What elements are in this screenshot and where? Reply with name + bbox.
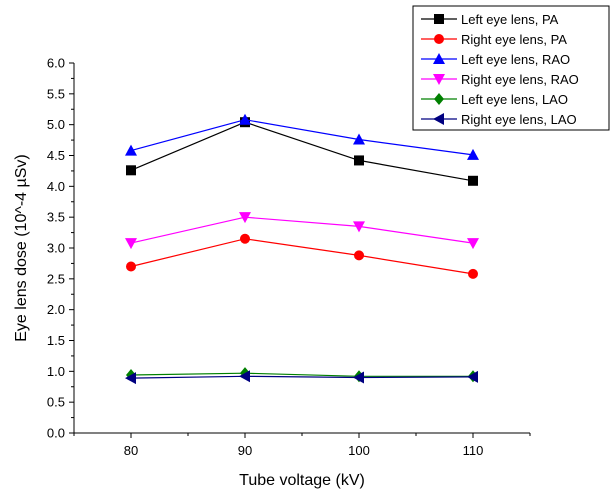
data-point [125, 238, 137, 250]
data-point [354, 155, 364, 166]
legend-label: Right eye lens, LAO [461, 112, 577, 127]
data-point [468, 268, 478, 279]
series-line [130, 372, 473, 377]
series-line [130, 121, 474, 182]
legend-marker [434, 93, 444, 105]
series-line [130, 119, 474, 156]
data-point [125, 372, 136, 385]
legend-label: Right eye lens, PA [461, 32, 567, 47]
data-point [354, 250, 364, 261]
y-tick-label: 0.5 [47, 395, 65, 410]
y-tick-label: 2.5 [47, 271, 65, 286]
plot-area [125, 113, 479, 385]
data-point [353, 371, 364, 384]
legend-marker [433, 74, 445, 85]
y-tick-label: 5.5 [47, 86, 65, 101]
data-point [468, 175, 478, 186]
data-point [353, 221, 365, 233]
x-tick-label: 90 [238, 443, 252, 458]
legend-marker [434, 14, 444, 24]
x-tick-label: 110 [463, 443, 484, 458]
data-point [125, 144, 137, 156]
y-tick-label: 4.0 [47, 179, 65, 194]
legend-label: Right eye lens, RAO [461, 72, 579, 87]
legend-label: Left eye lens, RAO [461, 52, 570, 67]
x-tick-label: 100 [348, 443, 370, 458]
y-tick-label: 5.0 [47, 117, 65, 132]
data-point [467, 238, 479, 250]
series-group [125, 212, 479, 250]
legend: Left eye lens, PA Right eye lens, PA Left … [412, 5, 610, 131]
x-axis-title: Tube voltage (kV) [239, 472, 365, 489]
data-point [240, 233, 250, 244]
series-group [125, 370, 478, 385]
series-group [125, 113, 479, 160]
legend-marker [434, 34, 444, 44]
y-axis-title: Eye lens dose (10^-4 µSv) [13, 154, 30, 341]
series-group [126, 367, 478, 383]
x-tick-label: 80 [124, 443, 138, 458]
y-tick-label: 3.5 [47, 210, 65, 225]
y-tick-label: 0.0 [47, 426, 65, 441]
data-point [353, 133, 365, 145]
data-point [239, 212, 251, 224]
data-point [126, 261, 136, 272]
legend-label: Left eye lens, LAO [461, 92, 568, 107]
legend-marker [433, 53, 445, 64]
y-tick-label: 1.5 [47, 333, 65, 348]
data-point [239, 370, 250, 383]
y-tick-label: 3.0 [47, 241, 65, 256]
legend-box [412, 5, 610, 131]
series-group [126, 233, 478, 279]
data-point [467, 148, 479, 160]
legend-marker [433, 113, 444, 125]
y-tick-label: 2.0 [47, 302, 65, 317]
legend-label: Left eye lens, PA [461, 12, 559, 27]
axes: 0.0 0.5 1.0 1.5 2.0 2.5 3.0 3.5 4.0 4.5 5.0 5.5 6.0 8… [47, 56, 531, 458]
series-line [130, 216, 474, 244]
series-line [130, 238, 474, 275]
y-tick-label: 4.5 [47, 148, 65, 163]
y-tick-label: 1.0 [47, 364, 65, 379]
data-point [126, 165, 136, 176]
series-line [130, 375, 474, 379]
data-point [467, 370, 478, 383]
y-tick-label: 6.0 [47, 56, 65, 71]
data-point [239, 113, 251, 125]
